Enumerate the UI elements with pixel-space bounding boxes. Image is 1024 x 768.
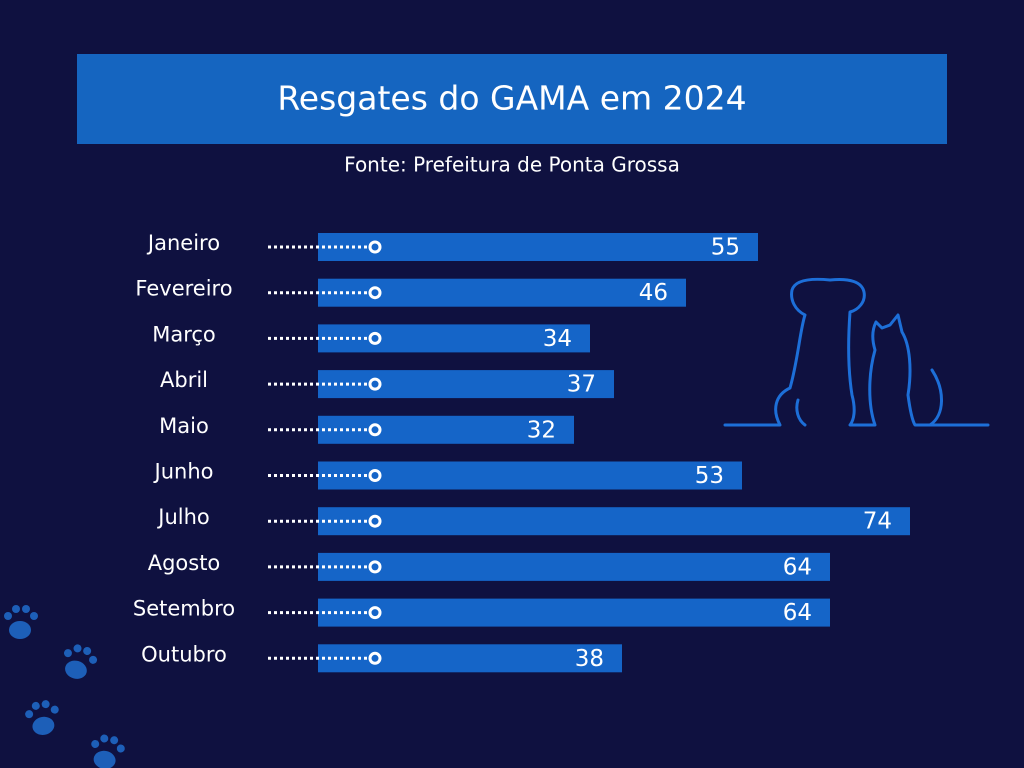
value-label: 53 (695, 463, 724, 489)
category-label: Julho (156, 505, 210, 529)
value-label: 46 (639, 280, 668, 306)
marker-dot (368, 514, 382, 528)
title-banner (77, 54, 947, 144)
bar (318, 461, 742, 490)
bar (318, 507, 910, 536)
pets-illustration (723, 277, 990, 427)
value-label: 55 (711, 235, 740, 261)
marker-dot (368, 240, 382, 254)
category-label: Fevereiro (135, 277, 232, 301)
bar (318, 233, 758, 261)
value-label: 64 (783, 554, 812, 580)
bar (318, 598, 830, 627)
marker-dot (368, 469, 382, 482)
category-label: Junho (153, 460, 214, 484)
bar (318, 370, 614, 399)
marker-dot (368, 286, 382, 300)
marker-dot (368, 331, 382, 345)
category-label: Maio (159, 414, 209, 438)
value-label: 74 (863, 509, 892, 535)
bar (318, 552, 830, 581)
value-label: 37 (567, 372, 596, 398)
chart-title: Resgates do GAMA em 2024 (277, 79, 746, 118)
category-label: Janeiro (146, 231, 220, 255)
marker-dot (368, 606, 382, 620)
value-label: 38 (575, 646, 604, 672)
category-label: Agosto (148, 551, 221, 575)
value-label: 34 (543, 326, 572, 352)
bar (318, 324, 590, 353)
chart-subtitle: Fonte: Prefeitura de Ponta Grossa (344, 153, 680, 177)
category-label: Setembro (133, 597, 235, 621)
marker-dot (368, 423, 382, 437)
marker-dot (368, 651, 382, 665)
value-label: 64 (783, 600, 812, 626)
category-label: Março (152, 322, 216, 346)
category-label: Abril (160, 368, 208, 392)
category-label: Outubro (141, 642, 227, 666)
marker-dot (368, 377, 382, 391)
paw-prints (4, 605, 125, 768)
value-label: 32 (527, 417, 556, 443)
marker-dot (368, 560, 382, 574)
